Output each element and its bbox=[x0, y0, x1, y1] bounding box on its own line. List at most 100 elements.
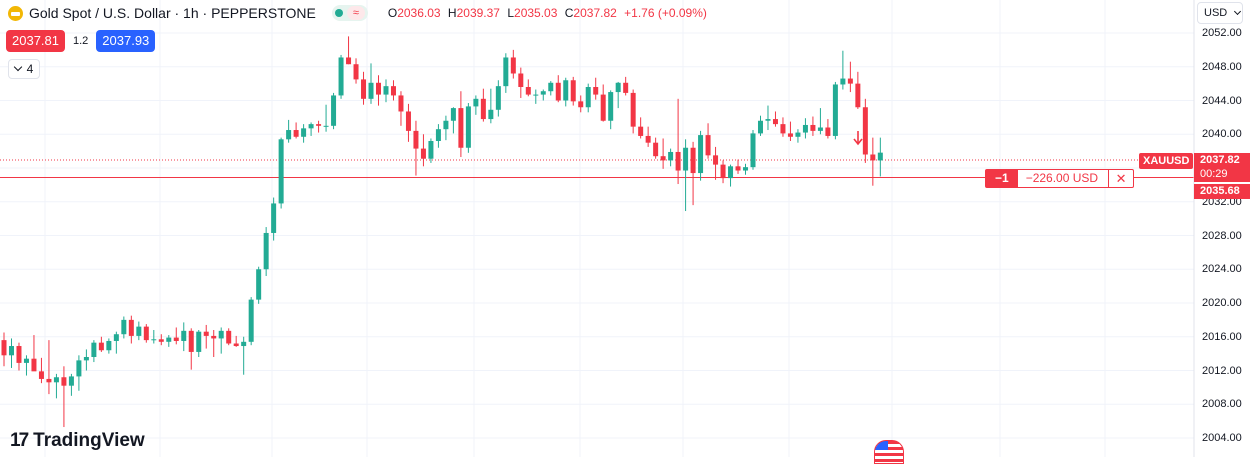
candle-body bbox=[308, 124, 314, 129]
candle-body bbox=[855, 83, 861, 108]
candle-body bbox=[256, 269, 262, 300]
chevron-down-icon bbox=[1234, 7, 1242, 16]
candle-47 bbox=[353, 58, 359, 84]
candle-body bbox=[233, 343, 239, 347]
candle-body bbox=[398, 95, 404, 112]
candle-90 bbox=[675, 98, 681, 185]
candle-89 bbox=[668, 148, 674, 167]
candle-104 bbox=[780, 117, 786, 137]
candle-80 bbox=[600, 84, 606, 122]
candle-35 bbox=[263, 227, 269, 276]
candle-76 bbox=[570, 76, 576, 106]
candle-body bbox=[810, 124, 816, 131]
ohlc-low-value: 2035.03 bbox=[514, 6, 558, 20]
candle-body bbox=[121, 319, 127, 335]
candle-body bbox=[675, 151, 681, 171]
candle-body bbox=[765, 119, 771, 121]
candle-body bbox=[630, 92, 636, 127]
chevron-down-icon bbox=[13, 62, 22, 72]
candle-body bbox=[600, 94, 606, 121]
currency-select[interactable]: USD bbox=[1197, 2, 1243, 24]
candle-81 bbox=[608, 90, 614, 130]
candle-22 bbox=[166, 335, 172, 347]
candle-30 bbox=[226, 328, 232, 346]
candle-23 bbox=[173, 327, 179, 345]
candle-body bbox=[510, 57, 516, 74]
candle-50 bbox=[376, 75, 381, 106]
close-position-icon[interactable]: ✕ bbox=[1115, 170, 1127, 186]
candle-body bbox=[8, 346, 14, 356]
candle-body bbox=[645, 135, 651, 143]
candle-57 bbox=[428, 138, 434, 163]
candle-body bbox=[802, 124, 808, 133]
candle-69 bbox=[518, 67, 524, 98]
spread-value: 1.2 bbox=[73, 35, 89, 47]
candle-64 bbox=[480, 88, 486, 122]
candle-body bbox=[181, 330, 187, 341]
candle-37 bbox=[278, 137, 284, 209]
price-tick-label: 2048.00 bbox=[1202, 60, 1242, 73]
candle-body bbox=[735, 166, 741, 171]
symbol-title[interactable]: Gold Spot / U.S. Dollar · 1h · PEPPERSTO… bbox=[29, 5, 316, 21]
ohlc-high-key: H bbox=[447, 6, 457, 20]
candle-body bbox=[555, 82, 561, 101]
candle-body bbox=[323, 125, 329, 127]
candle-117 bbox=[877, 137, 883, 177]
candle-11 bbox=[83, 349, 89, 371]
candle-13 bbox=[98, 336, 104, 352]
market-status[interactable]: ≈ bbox=[331, 5, 368, 21]
price-tick-label: 2020.00 bbox=[1202, 297, 1242, 309]
position-qty[interactable]: −1 bbox=[986, 170, 1018, 187]
candle-body bbox=[113, 334, 119, 341]
gold-symbol-icon bbox=[8, 5, 23, 21]
candle-body bbox=[83, 357, 89, 361]
ohlc-open-key: O bbox=[387, 6, 398, 20]
candle-72 bbox=[540, 89, 546, 101]
candle-body bbox=[862, 107, 868, 155]
indicators-toggle-button[interactable]: 4 bbox=[8, 59, 40, 79]
candle-body bbox=[780, 124, 786, 134]
price-tick-label: 2028.00 bbox=[1202, 229, 1242, 242]
buy-sell-panel: 2037.81 1.2 2037.93 bbox=[6, 30, 156, 52]
candle-body bbox=[570, 80, 576, 102]
candle-body bbox=[817, 127, 823, 131]
candle-body bbox=[877, 152, 883, 161]
candle-78 bbox=[585, 83, 591, 113]
candle-111 bbox=[832, 81, 838, 140]
candle-0 bbox=[1, 332, 7, 367]
candle-body bbox=[548, 82, 554, 92]
candle-24 bbox=[181, 322, 187, 352]
candles bbox=[1, 36, 883, 428]
candle-48 bbox=[361, 71, 367, 105]
candle-body bbox=[540, 91, 546, 95]
candle-92 bbox=[690, 141, 696, 206]
candle-body bbox=[787, 133, 793, 137]
candle-body bbox=[518, 73, 524, 87]
position-label[interactable]: −1 −226.00 USD ✕ bbox=[985, 169, 1135, 188]
candle-body bbox=[728, 166, 734, 179]
candle-body bbox=[525, 87, 531, 95]
candle-body bbox=[443, 120, 449, 130]
ohlc-close-value: 2037.82 bbox=[573, 6, 617, 20]
tradingview-logo[interactable]: 17 TradingView bbox=[10, 430, 145, 452]
candle-body bbox=[338, 57, 344, 96]
candle-body bbox=[405, 111, 411, 131]
position-pl[interactable]: −226.00 USD bbox=[1018, 170, 1110, 187]
us-flag-event-icon[interactable] bbox=[874, 440, 904, 464]
candle-88 bbox=[660, 138, 666, 169]
candle-106 bbox=[795, 129, 801, 143]
candle-body bbox=[203, 331, 209, 336]
candle-body bbox=[480, 98, 486, 120]
candle-83 bbox=[623, 76, 629, 96]
candle-body bbox=[76, 360, 82, 377]
candle-31 bbox=[233, 335, 239, 347]
buy-button[interactable]: 2037.93 bbox=[96, 30, 156, 52]
candle-body bbox=[795, 132, 801, 137]
sell-button[interactable]: 2037.81 bbox=[6, 30, 65, 52]
currency-value: USD bbox=[1204, 7, 1228, 19]
candle-27 bbox=[203, 324, 209, 349]
candle-body bbox=[31, 358, 37, 372]
candle-body bbox=[241, 341, 247, 347]
candle-107 bbox=[802, 118, 808, 139]
